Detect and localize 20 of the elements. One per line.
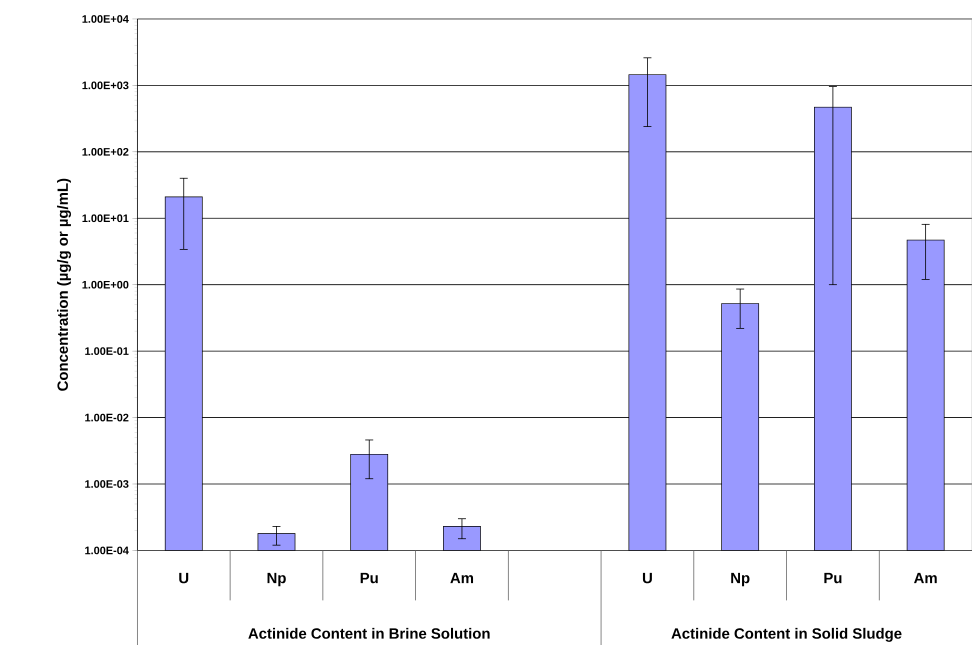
y-tick-label: 1.00E-04 (85, 546, 129, 554)
text: Actinide Content in Solid Sludge (671, 628, 902, 642)
x-tick-label: Np (268, 572, 286, 586)
y-tick-label: 1.00E-03 (85, 480, 128, 488)
x-tick-label: U (642, 572, 652, 584)
x-tick-label: Np (731, 572, 750, 586)
x-tick-label: Am (914, 572, 937, 584)
text: Actinide Content in Brine Solution (248, 628, 490, 639)
x-tick-label: Am (450, 572, 474, 584)
y-tick-label: 1.00E+00 (82, 280, 128, 288)
x-tick-label: U (179, 572, 188, 584)
y-tick-label: 1.00E+02 (82, 148, 128, 156)
y-tick-label: 1.00E-02 (85, 414, 128, 422)
y-axis-title: Concentration (µg/g or µg/mL) (57, 178, 71, 391)
x-tick-label: Pu (824, 572, 842, 584)
y-tick-label: 1.00E-01 (85, 347, 129, 355)
y-tick-label: 1.00E+03 (82, 81, 128, 90)
x-tick-label: Pu (360, 572, 378, 584)
y-tick-label: 1.00E+04 (82, 15, 129, 23)
y-tick-label: 1.00E+01 (82, 214, 129, 222)
